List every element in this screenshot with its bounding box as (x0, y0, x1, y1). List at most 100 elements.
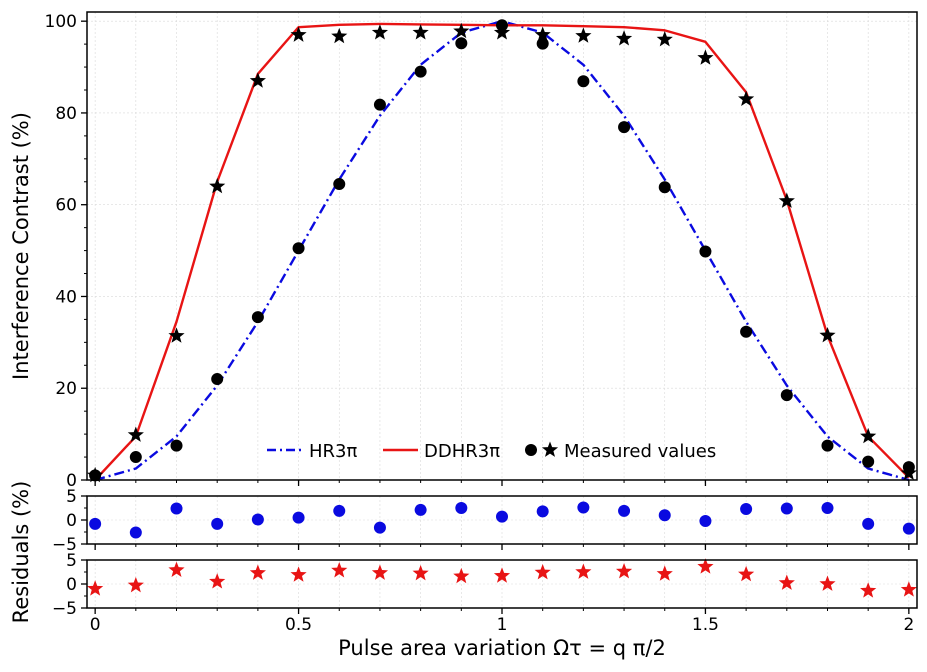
data-point-star (290, 26, 307, 42)
data-point-circle (129, 526, 142, 539)
data-point-star (819, 575, 836, 591)
data-point-circle (740, 502, 753, 515)
data-point-star (412, 24, 429, 40)
data-point-circle (577, 501, 590, 514)
data-point-circle (170, 439, 183, 452)
data-point-circle (780, 389, 793, 402)
data-point-star (249, 72, 266, 88)
data-point-circle (414, 65, 427, 78)
data-point-circle (292, 242, 305, 255)
data-point-circle (699, 514, 712, 527)
data-point-circle (333, 178, 346, 191)
data-point-circle (536, 37, 549, 50)
data-point-star (534, 563, 551, 580)
data-point-circle (699, 245, 712, 258)
data-point-star (900, 581, 917, 597)
data-point-star (860, 427, 877, 444)
data-point-star (249, 564, 266, 580)
data-point-circle (862, 455, 875, 468)
data-point-circle (658, 509, 671, 522)
data-point-star (331, 562, 348, 578)
data-point-star (168, 561, 185, 577)
data-point-circle (170, 502, 183, 515)
data-point-circle (618, 121, 631, 134)
x-tick-label: 2 (903, 615, 914, 635)
y-tick-label: 5 (66, 487, 77, 507)
x-tick-label: 0.5 (285, 615, 312, 635)
y-tick-label: 0 (66, 471, 77, 491)
data-point-star (453, 567, 470, 584)
data-point-star (371, 564, 389, 580)
legend-measured-circle-icon (525, 444, 537, 456)
data-point-star (290, 566, 307, 582)
data-point-star (778, 574, 795, 590)
data-point-star (87, 466, 104, 483)
data-point-star (209, 177, 226, 194)
data-point-star (493, 567, 511, 583)
data-point-circle (536, 505, 549, 518)
data-point-star (860, 582, 877, 598)
data-point-star (656, 565, 673, 581)
data-point-star (697, 49, 714, 65)
x-axis-label: Pulse area variation Ωτ = q π/2 (338, 636, 666, 660)
residuals-y-axis-label: Residuals (%) (9, 481, 33, 624)
legend-ddhr3pi-label: DDHR3π (424, 441, 500, 462)
data-point-star (168, 327, 185, 343)
data-point-circle (292, 511, 305, 524)
legend-measured-label: Measured values (564, 441, 716, 462)
data-point-star (738, 90, 755, 107)
data-point-circle (251, 513, 264, 526)
x-tick-label: 0 (90, 615, 101, 635)
legend-hr3pi-label: HR3π (309, 441, 357, 462)
main-plot: 0 20 40 60 80 100 Interference Contrast (%) H… (9, 11, 918, 491)
residuals-stars-plot: −5 0 5 0 0.5 1 1.5 2 (52, 551, 918, 635)
data-point-circle (658, 181, 671, 194)
y-tick-label: 40 (55, 287, 77, 307)
data-point-circle (89, 517, 102, 530)
data-point-circle (455, 37, 468, 50)
data-point-star (575, 27, 592, 43)
legend: HR3π DDHR3π Measured values (267, 441, 716, 462)
data-point-circle (414, 503, 427, 516)
legend-measured-star-icon (541, 441, 559, 457)
data-point-circle (821, 439, 834, 452)
x-tick-label: 1 (497, 615, 508, 635)
data-point-circle (902, 522, 915, 535)
data-point-star (615, 30, 633, 46)
data-point-circle (740, 325, 753, 338)
data-point-circle (496, 510, 508, 523)
data-point-circle (780, 502, 793, 515)
y-tick-label: 5 (66, 551, 77, 571)
y-tick-label: −5 (52, 599, 77, 619)
data-point-circle (373, 521, 386, 534)
residuals-circles-plot: −5 0 5 (52, 487, 918, 555)
data-point-circle (455, 502, 468, 514)
data-point-circle (211, 517, 224, 530)
data-point-star (127, 576, 144, 593)
y-tick-label: 0 (66, 511, 77, 531)
y-tick-label: −5 (52, 535, 77, 555)
data-point-star (331, 27, 348, 44)
y-tick-label: 0 (66, 575, 77, 595)
data-point-star (453, 22, 470, 39)
data-point-star (819, 326, 836, 343)
data-point-circle (373, 98, 386, 111)
data-point-star (778, 192, 795, 208)
data-point-star (738, 565, 755, 582)
data-point-star (493, 24, 511, 40)
y-tick-label: 20 (55, 379, 77, 399)
data-point-star (900, 464, 917, 480)
data-point-star (412, 564, 429, 581)
data-point-star (209, 573, 226, 589)
data-point-star (371, 24, 389, 40)
data-point-star (534, 26, 551, 42)
data-point-circle (129, 451, 142, 464)
data-point-circle (211, 373, 224, 386)
data-point-circle (577, 75, 590, 88)
data-point-circle (821, 502, 834, 514)
data-point-circle (251, 311, 264, 324)
y-tick-label: 80 (55, 104, 77, 124)
data-point-star (575, 563, 592, 579)
y-tick-label: 100 (45, 12, 77, 32)
